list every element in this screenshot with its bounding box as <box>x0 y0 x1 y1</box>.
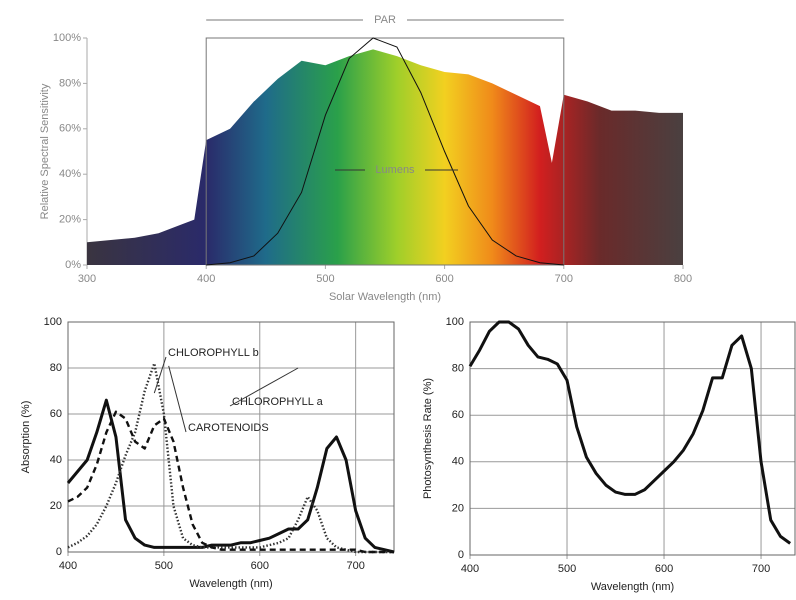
x-tick-label: 400 <box>197 273 215 285</box>
y-tick-label: 100 <box>446 316 464 328</box>
y-tick-label: 40 <box>50 454 62 466</box>
x-tick-label: 700 <box>555 273 573 285</box>
par-box <box>205 37 565 266</box>
y-tick-label: 60 <box>452 409 464 421</box>
leader-line <box>168 365 187 433</box>
x-tick-label: 600 <box>435 273 453 285</box>
x-tick-label: 500 <box>558 563 576 575</box>
series-line <box>67 362 394 554</box>
y-tick-label: 20 <box>452 502 464 514</box>
series-label: CHLOROPHYLL a <box>232 396 324 408</box>
x-tick-label: 600 <box>655 563 673 575</box>
y-tick-label: 0 <box>458 549 464 561</box>
x-tick-label: 300 <box>78 273 96 285</box>
leader-line <box>229 367 299 407</box>
lumens-line <box>206 37 564 266</box>
y-tick-label: 80 <box>452 363 464 375</box>
annotation: PAR <box>374 14 396 26</box>
y-tick-label: 60 <box>50 408 62 420</box>
x-tick-label: 400 <box>461 563 479 575</box>
spectrum-area <box>87 49 683 265</box>
x-axis-label: Wavelength (nm) <box>189 578 272 590</box>
annotation: Lumens <box>375 164 415 176</box>
series-line <box>468 320 792 545</box>
series-label: CAROTENOIDS <box>188 422 269 434</box>
x-tick-label: 600 <box>251 560 269 572</box>
plot-frame <box>67 321 395 553</box>
series-line <box>66 398 395 554</box>
x-tick-label: 500 <box>155 560 173 572</box>
chart: 0 20 40 60 80 100 400 500 600 700 Wavelength (nm) A… <box>20 316 395 590</box>
y-tick-label: 80% <box>59 77 81 89</box>
y-axis-label: Absorption (%) <box>20 401 32 474</box>
leader-line <box>153 356 167 394</box>
y-tick-label: 0% <box>65 259 81 271</box>
x-tick-label: 400 <box>59 560 77 572</box>
x-tick-label: 700 <box>346 560 364 572</box>
x-tick-label: 700 <box>752 563 770 575</box>
series-label: CHLOROPHYLL b <box>168 347 259 359</box>
chart: 0 20 40 60 80 100 400 500 600 700 Wavelength (nm) P… <box>422 316 796 593</box>
plot-frame <box>469 321 796 556</box>
y-tick-label: 100% <box>53 32 81 44</box>
y-axis-label: Photosynthesis Rate (%) <box>422 378 434 499</box>
y-tick-label: 20% <box>59 214 81 226</box>
y-axis-label: Relative Spectral Sensitivity <box>39 83 51 219</box>
y-tick-label: 80 <box>50 362 62 374</box>
y-tick-label: 100 <box>44 316 62 328</box>
x-tick-label: 500 <box>316 273 334 285</box>
x-axis-label: Wavelength (nm) <box>591 581 674 593</box>
y-tick-label: 40% <box>59 168 81 180</box>
y-tick-label: 0 <box>56 546 62 558</box>
par-label-bg <box>363 13 407 27</box>
x-tick-label: 800 <box>674 273 692 285</box>
x-axis-label: Solar Wavelength (nm) <box>329 291 441 303</box>
series-line <box>67 410 394 554</box>
y-tick-label: 60% <box>59 123 81 135</box>
chart: 0% 20% 40% 60% 80% 100% 300 400 500 600 700 800 Sola… <box>39 13 692 303</box>
y-tick-label: 20 <box>50 500 62 512</box>
y-tick-label: 40 <box>452 456 464 468</box>
